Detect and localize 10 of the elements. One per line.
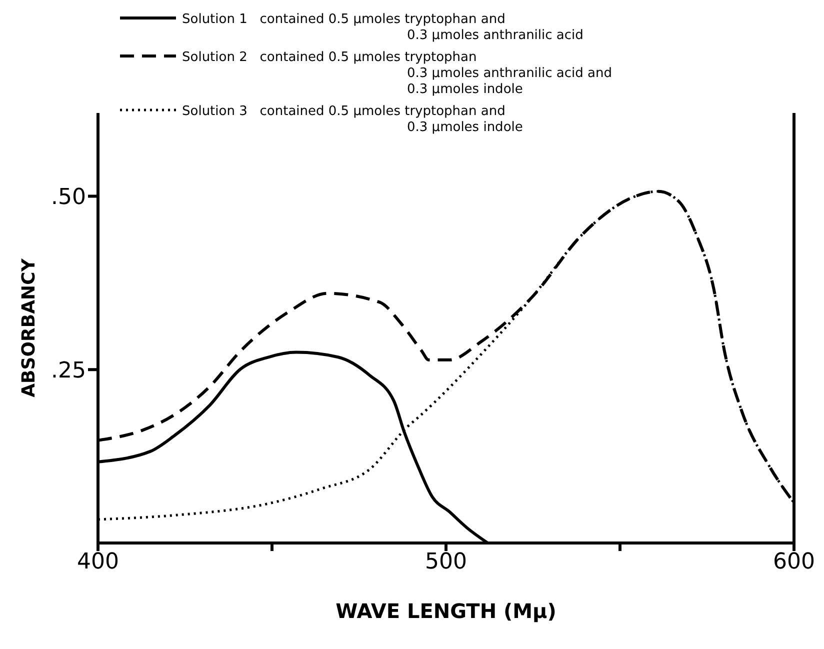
legend-label: Solution 3 contained 0.5 μmoles tryptophan and 0.3 μmoles indole [182, 104, 523, 136]
x-axis-title: WAVE LENGTH (Mμ) [336, 599, 556, 623]
x-tick-label: 400 [77, 550, 119, 575]
x-tick-label: 500 [425, 550, 467, 575]
y-axis-title: ABSORBANCY [18, 258, 40, 398]
legend-label: Solution 1 contained 0.5 μmoles tryptophan and 0.3 μmoles anthranilic acid [182, 12, 584, 44]
y-tick-label: .50 [51, 185, 86, 210]
legend-label: Solution 2 contained 0.5 μmoles tryptophan 0.3 μmoles anthranilic acid and 0.3 μmoles indole [182, 50, 612, 98]
y-tick-label: .25 [51, 358, 86, 384]
x-tick-label: 600 [773, 550, 815, 575]
